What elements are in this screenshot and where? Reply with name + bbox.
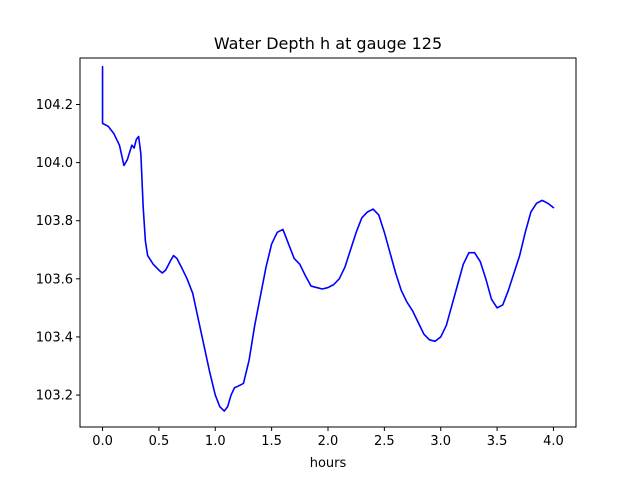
y-tick-label: 103.4 xyxy=(36,330,73,345)
plot-frame xyxy=(79,57,577,428)
y-tick-label: 104.0 xyxy=(36,156,73,171)
x-tick-label: 0.0 xyxy=(92,434,113,449)
series-line-1 xyxy=(101,65,555,412)
x-tick-label: 1.0 xyxy=(205,434,226,449)
chart-title: Water Depth h at gauge 125 xyxy=(214,34,442,53)
y-axis-ticks: 103.2 103.4 103.6 103.8 104.0 104.2 xyxy=(36,98,80,404)
x-tick-label: 2.0 xyxy=(318,434,339,449)
y-tick-label: 103.2 xyxy=(36,389,73,404)
series-layer xyxy=(101,65,555,412)
y-tick-label: 103.6 xyxy=(36,272,73,287)
x-tick-label: 3.0 xyxy=(430,434,451,449)
x-tick-label: 0.5 xyxy=(149,434,170,449)
x-tick-label: 2.5 xyxy=(374,434,395,449)
y-tick-label: 104.2 xyxy=(36,98,73,113)
x-axis-label: hours xyxy=(310,456,347,471)
x-tick-label: 4.0 xyxy=(543,434,564,449)
y-tick-label: 103.8 xyxy=(36,214,73,229)
x-tick-label: 1.5 xyxy=(261,434,282,449)
x-axis-ticks: 0.0 0.5 1.0 1.5 2.0 2.5 3.0 3.5 4.0 xyxy=(92,427,564,449)
x-tick-label: 3.5 xyxy=(487,434,508,449)
